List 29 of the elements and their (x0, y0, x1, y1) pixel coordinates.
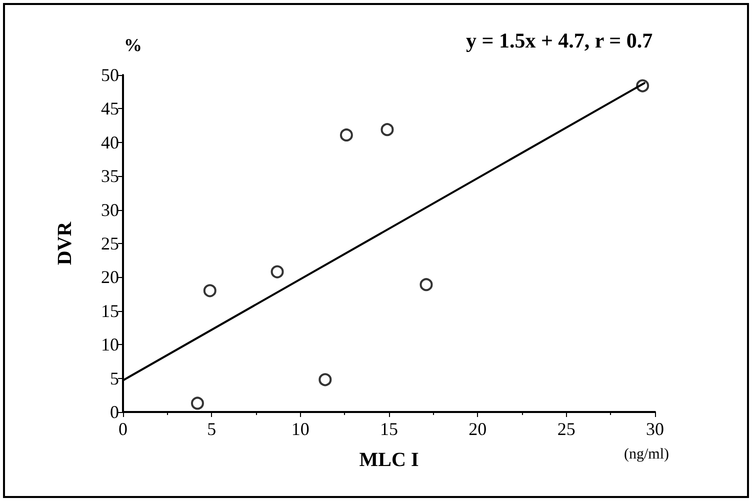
point (340, 128, 353, 142)
y-axis-title: DVR (54, 221, 76, 266)
x-tick-label: 5 (207, 419, 216, 439)
y-tick-label: 10 (101, 334, 119, 355)
y-tick-label: 40 (101, 132, 119, 152)
point (270, 265, 284, 278)
y-tick-label: 0 (110, 402, 119, 422)
x-axis-title: MLC I (359, 449, 419, 471)
y-tick-label: 35 (101, 166, 119, 186)
y-tick-label: 50 (101, 65, 119, 85)
point (318, 373, 332, 386)
point (203, 284, 216, 298)
text: y = 1.5x + 4.7, r = 0.7 (466, 28, 653, 52)
x-tick-label: 10 (291, 419, 310, 439)
y-tick-label: 30 (101, 200, 119, 220)
x-tick-label: 25 (557, 419, 576, 439)
y-tick-label: 25 (101, 234, 119, 254)
text: (ng/ml) (624, 446, 669, 462)
point (420, 278, 433, 292)
point (190, 396, 204, 410)
x-tick-label: 30 (646, 419, 664, 439)
x-tick-label: 15 (380, 419, 398, 439)
x-tick-label: 20 (468, 419, 487, 439)
y-tick-label: 15 (101, 300, 119, 321)
y-tick-label: 45 (101, 98, 119, 119)
text: % (124, 35, 142, 55)
point (380, 123, 394, 136)
y-tick-label: 20 (101, 267, 119, 288)
y-tick-label: 5 (110, 368, 119, 388)
